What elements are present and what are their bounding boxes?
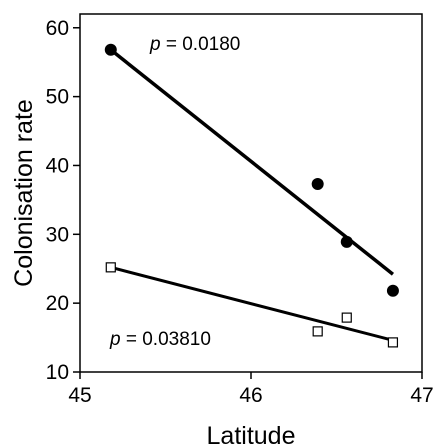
x-axis-label: Latitude: [207, 422, 296, 448]
fit-line: [110, 265, 394, 342]
p-value-annotation-squares: p = 0.03810: [109, 329, 211, 350]
p-value: = 0.0180: [161, 34, 241, 55]
y-axis: 10 20 30 40 50 60: [46, 17, 80, 384]
x-tick-label: 47: [410, 384, 433, 407]
data-point: [105, 262, 116, 273]
data-point: [387, 337, 399, 348]
data-point: [340, 235, 353, 248]
data-point: [312, 326, 323, 337]
x-tick-label: 46: [239, 384, 262, 407]
data-point: [104, 43, 117, 56]
p-symbol: p: [149, 34, 161, 55]
fit-lines: [109, 48, 395, 342]
data-points: [104, 43, 399, 348]
y-tick-label: 30: [46, 223, 69, 246]
y-tick-label: 60: [46, 17, 69, 40]
y-tick-label: 20: [46, 292, 69, 315]
data-point: [311, 178, 324, 191]
p-value: = 0.03810: [121, 329, 211, 350]
data-point: [341, 312, 352, 323]
x-axis: 45 46 47: [68, 372, 434, 407]
y-tick-label: 50: [46, 86, 69, 109]
p-value-annotation-circles: p = 0.0180: [149, 34, 240, 55]
y-tick-label: 40: [46, 154, 69, 177]
y-axis-label: Colonisation rate: [10, 99, 38, 287]
y-tick-label: 10: [46, 361, 69, 384]
x-tick-label: 45: [68, 384, 91, 407]
data-point: [386, 284, 399, 297]
p-symbol: p: [109, 329, 121, 350]
